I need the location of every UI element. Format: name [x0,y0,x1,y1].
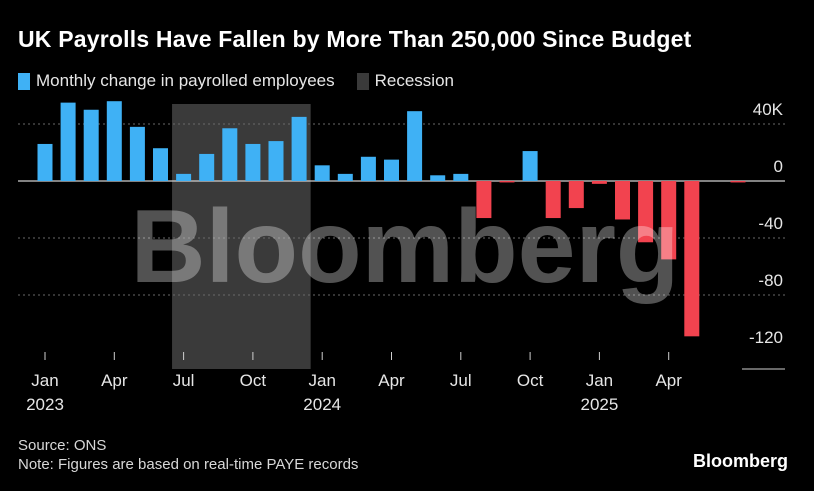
bar [106,101,122,181]
x-tick-year: 2024 [303,395,341,414]
bar [453,173,469,181]
bar [291,116,307,181]
bar [337,173,353,181]
legend-label-payrolls: Monthly change in payrolled employees [36,71,335,90]
x-tick-year: 2023 [26,395,64,414]
footnote: Note: Figures are based on real-time PAY… [18,456,359,473]
x-tick-label: Jan [586,371,613,390]
bar [129,126,145,181]
bar [661,181,677,260]
bar [37,143,53,181]
bar [499,181,515,183]
bar [60,102,76,181]
bar [83,109,99,181]
bar [684,181,700,337]
x-tick-label: Jul [173,371,195,390]
bar [568,181,584,209]
bar [199,153,215,181]
bloomberg-watermark: Bloomberg [131,189,680,305]
x-tick-label: Oct [517,371,544,390]
bar [638,181,654,243]
x-tick-label: Jul [450,371,472,390]
bar [176,173,192,181]
bar [730,181,746,183]
x-tick-label: Apr [378,371,405,390]
bar [407,111,423,181]
y-tick-label: 0 [774,157,783,176]
bar [360,156,376,181]
legend-item-payrolls: Monthly change in payrolled employees [18,71,335,91]
legend-swatch-payrolls [18,72,30,90]
legend-swatch-recession [356,72,369,90]
bloomberg-logo: Bloomberg [692,451,788,471]
bar [430,175,446,181]
y-tick-label: -80 [758,271,783,290]
source-note: Source: ONS [18,437,107,454]
x-tick-year: 2025 [580,395,618,414]
legend-item-recession: Recession [356,71,454,91]
bar [268,141,284,181]
bar [314,165,330,181]
bar [615,181,630,220]
footer: Source: ONS Note: Figures are based on r… [18,436,358,474]
bar [384,159,399,181]
x-tick-label: Apr [101,371,128,390]
legend: Monthly change in payrolled employees Re… [18,70,476,92]
bar [222,128,238,181]
recession-band [172,104,311,369]
y-tick-label: -40 [758,214,783,233]
x-tick-label: Jan [31,371,58,390]
legend-label-recession: Recession [374,71,454,90]
bar [545,181,561,219]
bar [476,181,492,219]
bar [153,148,168,181]
bar [522,151,538,181]
bar [245,143,261,181]
y-tick-label: -120 [749,328,783,347]
bar [591,181,607,184]
y-tick-label: 40K [753,100,784,119]
x-tick-label: Jan [308,371,335,390]
x-tick-label: Oct [240,371,267,390]
x-tick-label: Apr [655,371,682,390]
chart-title: UK Payrolls Have Fallen by More Than 250… [18,26,692,52]
